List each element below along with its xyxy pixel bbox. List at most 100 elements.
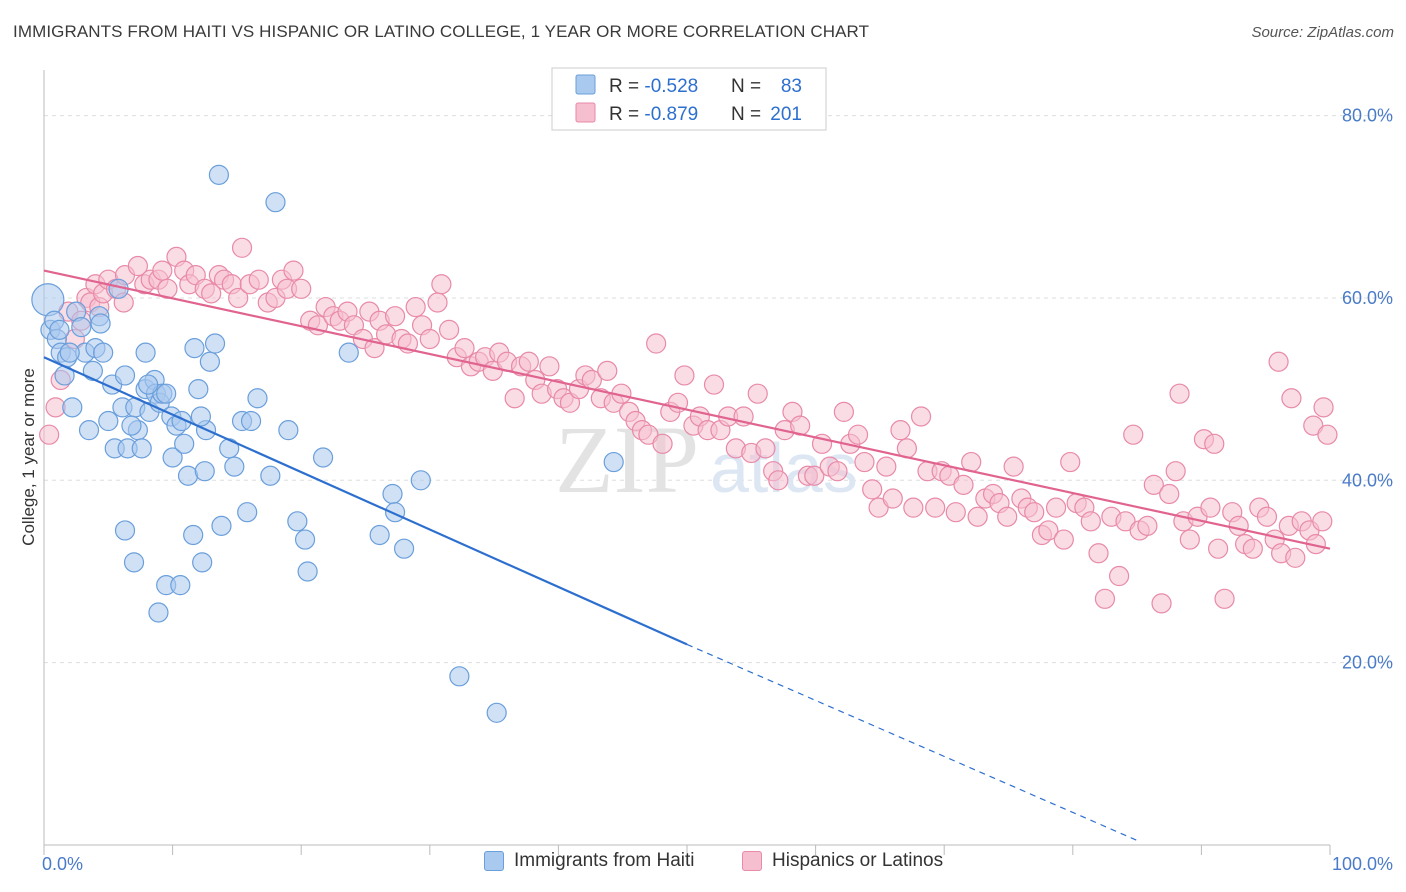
data-point [183, 524, 204, 546]
legend-r-value: -0.528 [644, 76, 698, 97]
data-point [431, 274, 452, 295]
data-point [1303, 415, 1324, 436]
data-point [1060, 451, 1081, 473]
data-point [204, 333, 226, 354]
y-axis-label: College, 1 year or more [19, 368, 38, 546]
data-point [188, 379, 209, 400]
correlation-legend: R = -0.528 N = 83 R = -0.879 N = 201 [551, 67, 827, 131]
data-point [39, 424, 60, 445]
data-point [427, 292, 448, 313]
data-point [194, 461, 215, 482]
data-point [127, 255, 148, 277]
data-point [945, 502, 966, 523]
x-tick-label: 100.0% [1332, 854, 1393, 874]
data-point [862, 479, 883, 500]
data-point [1313, 397, 1334, 418]
data-point [312, 447, 334, 468]
data-point [1208, 538, 1229, 559]
data-point [1053, 529, 1074, 550]
y-tick-label: 80.0% [1342, 106, 1393, 126]
data-point [1242, 538, 1263, 559]
data-point [454, 337, 475, 359]
data-point [208, 164, 229, 185]
data-point [646, 333, 667, 354]
data-point [1094, 588, 1116, 609]
data-point [260, 465, 281, 486]
data-point [283, 260, 304, 281]
data-point [131, 438, 152, 459]
data-point [910, 406, 932, 427]
source-credit: Source: ZipAtlas.com [1251, 24, 1394, 41]
data-point [1200, 497, 1221, 518]
data-point [925, 497, 946, 518]
data-point [997, 506, 1018, 527]
data-point [438, 319, 460, 340]
data-point [224, 456, 245, 477]
data-point [1115, 511, 1136, 532]
data-point [237, 502, 258, 523]
data-point [265, 192, 286, 213]
data-point [190, 406, 211, 427]
data-point [114, 520, 136, 541]
legend-label-haiti: Immigrants from Haiti [514, 850, 695, 871]
data-point [162, 447, 183, 468]
data-point [31, 283, 65, 317]
data-point [967, 506, 988, 527]
y-tick-label: 60.0% [1342, 288, 1393, 308]
data-point [78, 420, 100, 441]
data-point [211, 515, 232, 536]
data-point [228, 287, 249, 309]
data-point [170, 575, 191, 596]
data-point [138, 374, 159, 395]
data-point [1143, 474, 1164, 495]
data-point [148, 602, 169, 623]
data-point [1024, 502, 1045, 523]
series-hispanics-points [39, 237, 1338, 614]
data-point [1123, 424, 1144, 445]
data-point [93, 342, 114, 363]
data-point [1214, 588, 1235, 609]
data-point [384, 306, 406, 327]
data-point [953, 474, 974, 495]
data-point [393, 538, 415, 559]
data-point [847, 424, 869, 445]
data-point [652, 433, 673, 454]
trend-line [43, 269, 1331, 550]
data-point [1088, 543, 1109, 564]
data-point [768, 470, 789, 491]
legend-swatch-haiti [484, 851, 504, 871]
legend-n-label: N = [731, 104, 761, 125]
data-point [410, 470, 431, 491]
data-point [49, 319, 70, 340]
data-point [247, 388, 268, 409]
data-point [248, 269, 269, 290]
data-point [114, 365, 136, 386]
legend-n-value: 201 [770, 104, 802, 125]
data-point [1137, 515, 1158, 536]
data-point [177, 465, 199, 486]
data-point [1256, 506, 1278, 527]
data-point [539, 356, 560, 377]
data-point [82, 360, 103, 381]
series-haiti-points [31, 164, 624, 723]
data-point [123, 552, 145, 573]
trend-line-extension [686, 643, 1138, 841]
data-point [1179, 529, 1200, 550]
data-point [90, 313, 111, 334]
data-point [755, 438, 776, 459]
legend-item-hispanics: Hispanics or Latinos [742, 850, 943, 872]
data-point [135, 342, 156, 363]
data-point [297, 561, 318, 582]
data-point [156, 383, 177, 404]
data-point [1038, 520, 1059, 541]
data-point [1268, 351, 1289, 372]
data-point [1159, 483, 1180, 505]
data-point [1285, 547, 1306, 568]
legend-r-label: R = [609, 76, 644, 97]
data-point [882, 488, 903, 509]
data-point [903, 497, 924, 518]
data-point [804, 465, 825, 486]
data-point [287, 511, 308, 532]
data-point [1108, 565, 1130, 587]
